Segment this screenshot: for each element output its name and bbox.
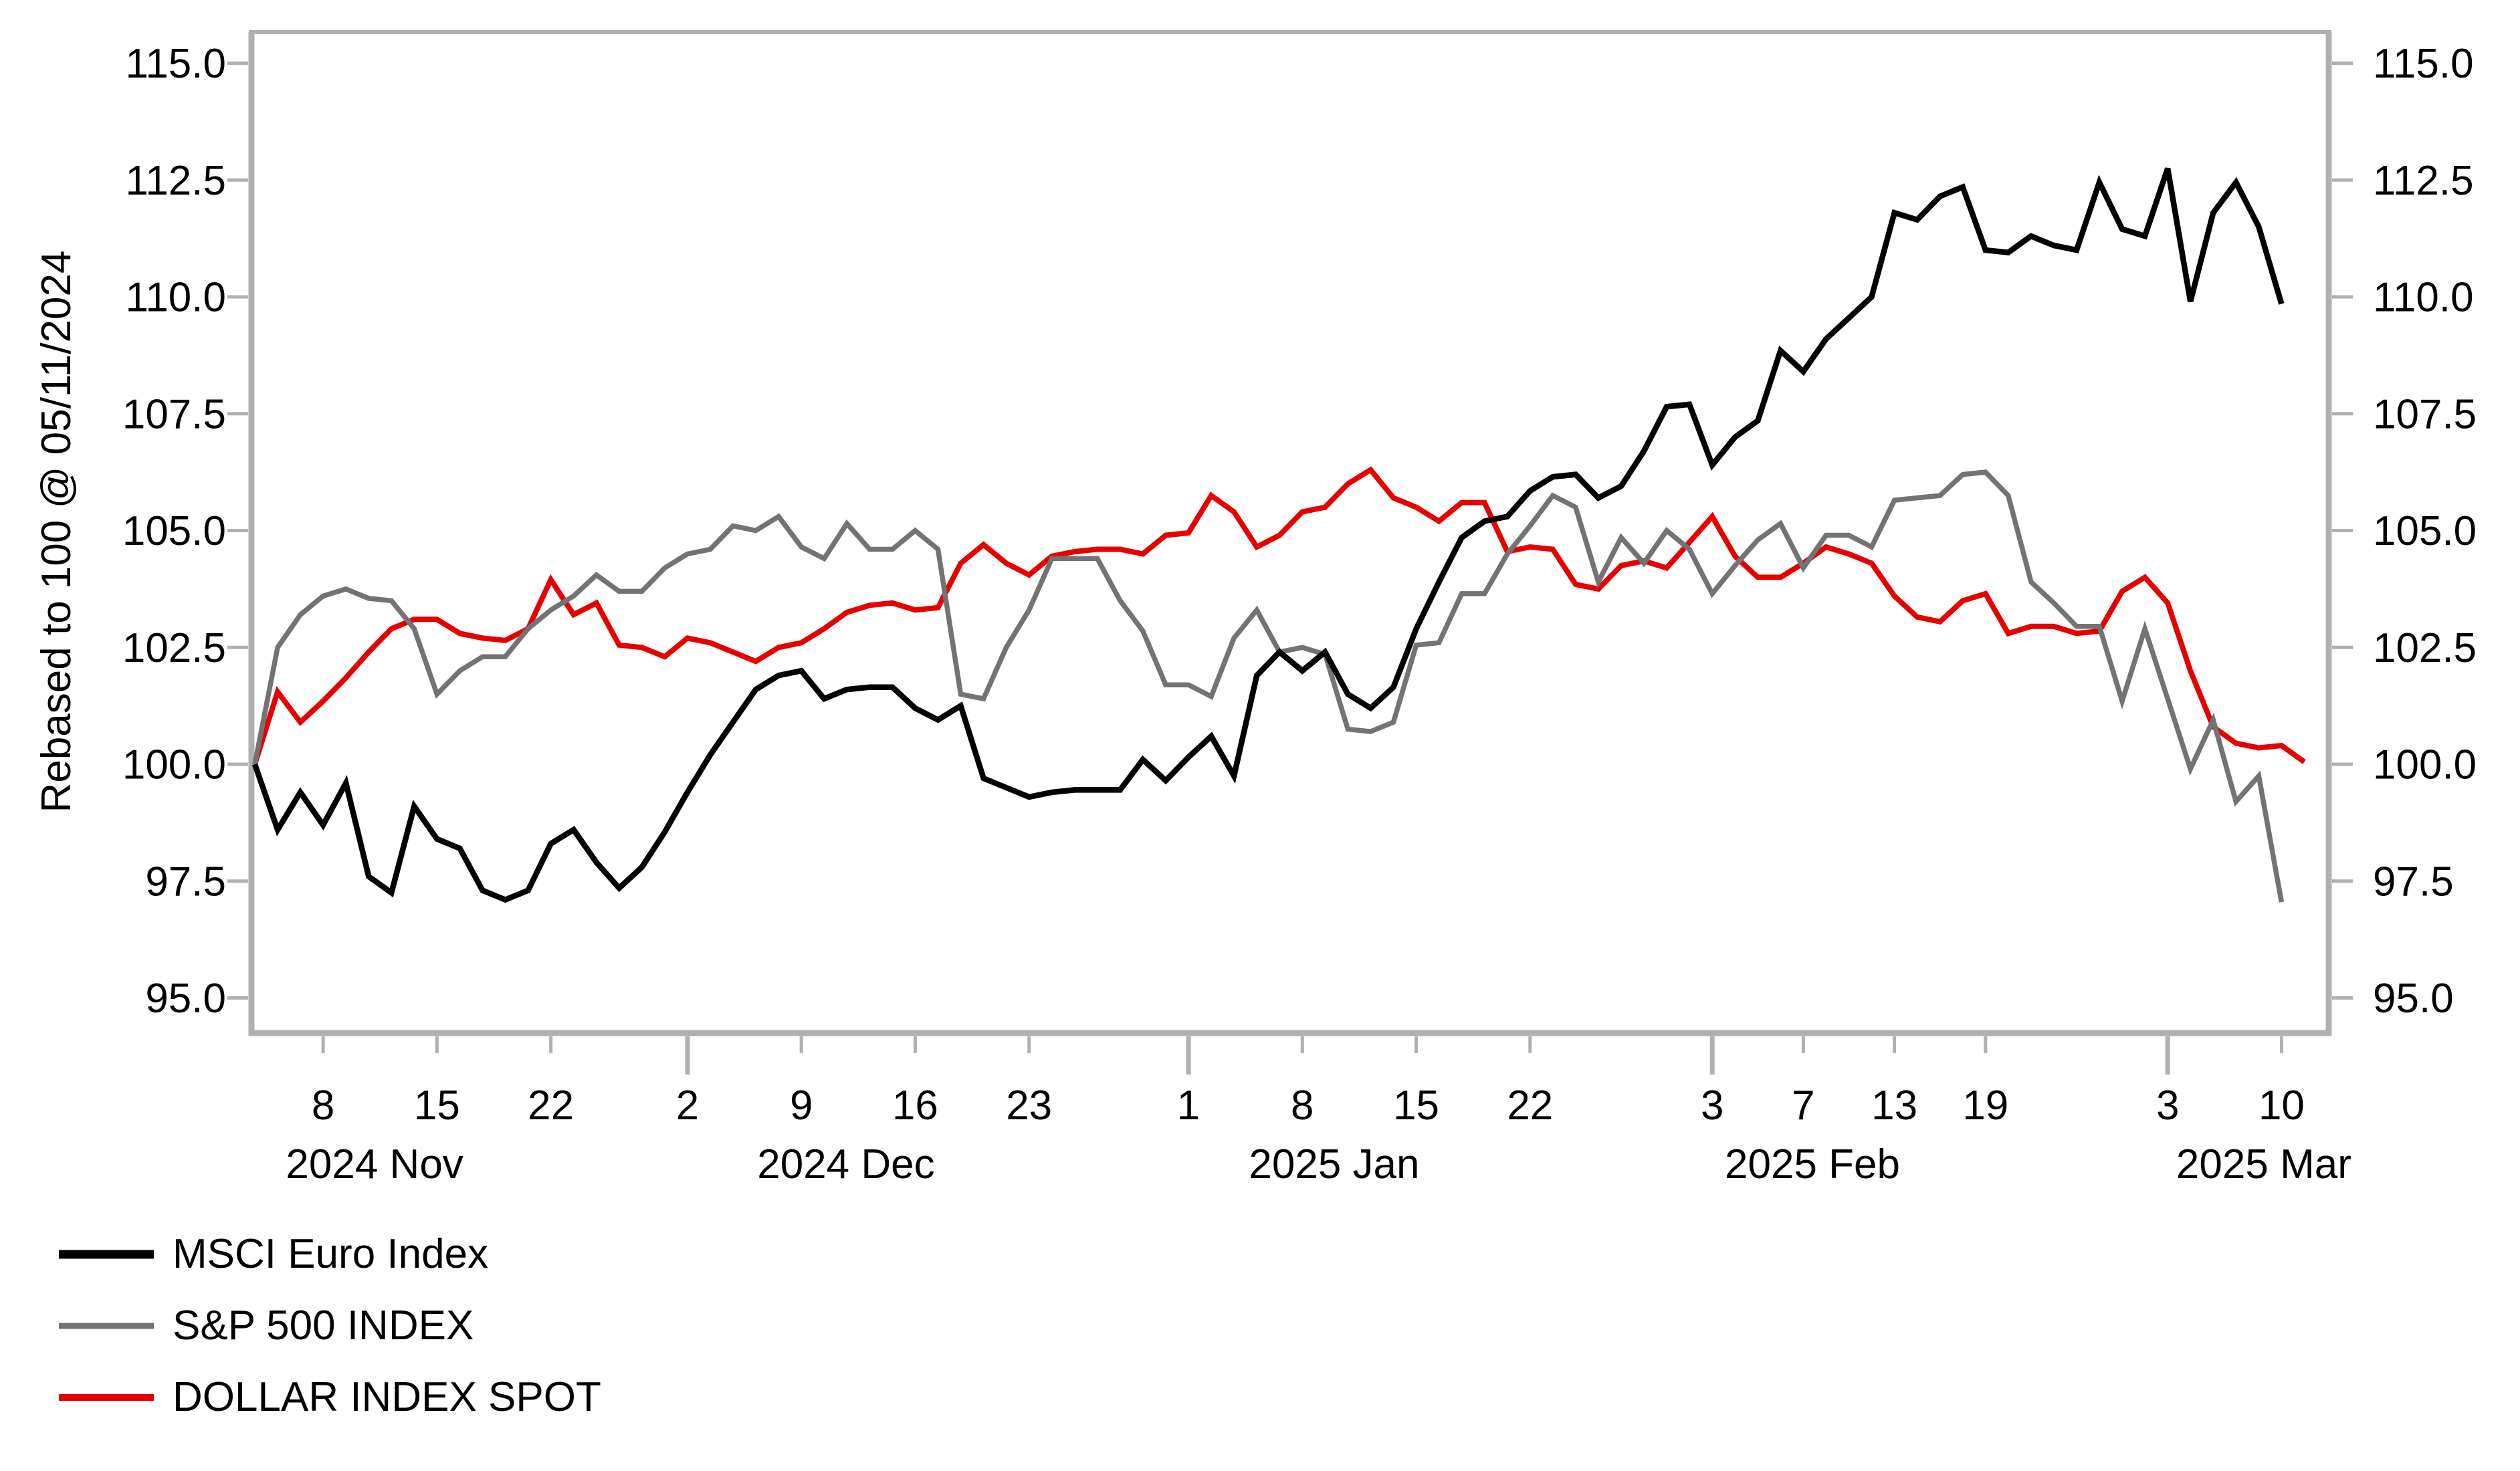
legend-swatch-dollar-line [59,1393,154,1401]
legend-swatch-sp500-line [59,1323,154,1329]
x-month-label: 2024 Nov [286,1141,463,1187]
y-tick-label-right: 107.5 [2373,391,2477,437]
x-month-label: 2025 Mar [2176,1141,2351,1187]
legend-label-msci: MSCI Euro Index [173,1231,489,1277]
x-tick-label: 7 [1792,1083,1814,1129]
x-tick-label: 1 [1177,1083,1200,1129]
y-tick-label-right: 115.0 [2373,41,2474,87]
y-axis-ticks [227,62,2353,1000]
y-tick-label-left: 97.5 [145,859,226,905]
x-tick-label: 9 [790,1083,813,1129]
x-tick-label: 2 [676,1083,699,1129]
x-tick-label: 8 [312,1083,334,1129]
x-month-label: 2024 Dec [757,1141,934,1187]
x-tick-label: 15 [1393,1083,1439,1129]
legend: MSCI Euro Index S&P 500 INDEX DOLLAR IND… [59,1218,601,1433]
y-tick-label-right: 112.5 [2373,158,2474,204]
x-tick-label: 22 [1507,1083,1553,1129]
legend-label-sp500: S&P 500 INDEX [173,1303,474,1349]
legend-swatch-msci-line [59,1250,154,1258]
x-tick-label: 10 [2259,1083,2305,1129]
x-tick-label: 16 [892,1083,938,1129]
y-tick-label-left: 105.0 [122,508,226,554]
x-month-label: 2025 Jan [1249,1141,1419,1187]
y-tick-label-left: 95.0 [145,976,226,1022]
y-tick-label-right: 97.5 [2373,859,2454,905]
y-tick-label-left: 100.0 [122,742,226,788]
y-tick-label-right: 105.0 [2373,508,2477,554]
x-tick-label: 8 [1291,1083,1314,1129]
y-tick-label-left: 115.0 [125,41,226,87]
x-tick-label: 22 [528,1083,574,1129]
y-tick-label-right: 102.5 [2373,625,2477,671]
x-tick-label: 15 [414,1083,460,1129]
series-msci-euro-line [251,167,2285,903]
x-tick-label: 3 [1701,1083,1723,1129]
plot-frame [248,30,2332,1036]
y-tick-label-right: 100.0 [2373,742,2477,788]
x-axis-labels: 8 15 22 2 9 16 23 1 8 15 22 3 7 13 19 3 10 [312,1083,2305,1129]
y-tick-label-right: 110.0 [2373,275,2474,321]
x-axis-ticks [321,1036,2283,1074]
data-series [251,167,2306,903]
y-tick-label-left: 102.5 [122,625,226,671]
series-dollar-index-line [252,466,2306,766]
x-tick-label: 23 [1006,1083,1052,1129]
legend-item-sp500: S&P 500 INDEX [59,1290,601,1361]
x-tick-label: 13 [1871,1083,1917,1129]
y-axis-labels: 95.0 95.0 97.5 97.5 100.0 100.0 102.5 102.5 105.… [122,41,2477,1022]
legend-item-dollar: DOLLAR INDEX SPOT [59,1361,601,1433]
x-month-label: 2025 Feb [1725,1141,1900,1187]
y-axis-title: Rebased to 100 @ 05/11/2024 [33,251,80,813]
x-tick-label: 3 [2156,1083,2179,1129]
y-tick-label-left: 107.5 [122,391,226,437]
x-tick-label: 19 [1962,1083,2008,1129]
y-tick-label-left: 112.5 [125,158,226,204]
series-sp500-line [252,469,2285,903]
y-tick-label-right: 95.0 [2373,976,2454,1022]
legend-label-dollar: DOLLAR INDEX SPOT [173,1374,601,1420]
y-tick-label-left: 110.0 [125,275,226,321]
legend-item-msci: MSCI Euro Index [59,1218,601,1290]
x-axis-month-labels: 2024 Nov 2024 Dec 2025 Jan 2025 Feb 2025 Mar [286,1141,2351,1187]
